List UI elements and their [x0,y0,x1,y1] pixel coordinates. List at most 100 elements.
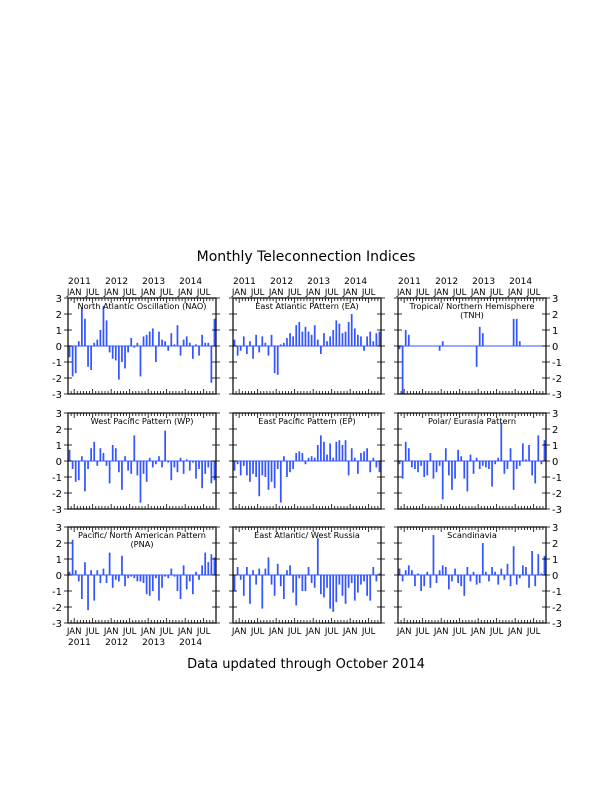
figure-title: Monthly Teleconnection Indices [197,249,416,265]
bar [347,575,350,588]
bar [491,461,493,487]
bar [528,575,530,588]
bar [512,318,515,346]
y-tick-label: 0 [56,342,62,353]
month-tick-label: JUL [489,627,504,637]
bar [90,448,92,461]
bar [357,334,359,346]
bar [491,567,493,575]
panel-title: Polar/ Eurasia Pattern [428,416,516,426]
bar [161,461,163,468]
bar [537,435,540,461]
bar [161,575,163,588]
bar [114,448,117,461]
bar [457,575,459,583]
bar [108,346,111,353]
y-tick-label: 2 [552,425,558,436]
y-tick-label: 1 [56,555,62,566]
y-tick-label: -2 [552,489,562,500]
year-tick-label: 2012 [435,277,458,287]
bar [366,575,368,596]
bar [182,565,185,575]
bar [353,575,356,601]
bar [503,575,506,580]
bar [335,320,338,346]
bar [201,334,203,346]
year-tick-label: 2012 [105,638,128,648]
bar [357,575,359,593]
month-tick-label: JUL [85,627,100,637]
bar [145,334,148,346]
y-tick-label: 0 [552,571,558,582]
bar [71,539,74,575]
y-tick-label: -1 [52,358,62,369]
bar [298,575,301,579]
bar [438,570,441,575]
bar [155,461,157,465]
bar [276,346,279,375]
bar [375,461,378,468]
bar [164,575,166,577]
bar [167,346,170,351]
bar [475,457,478,461]
bar [369,461,372,473]
bar [201,461,203,489]
bar [329,575,331,609]
bar [111,346,114,359]
bar [167,575,170,579]
bar [320,435,322,461]
bar [124,346,126,369]
bar [332,330,335,346]
y-tick-label: 2 [552,539,558,550]
bar [207,342,210,346]
bar [114,575,117,580]
bar [286,461,288,477]
bar [90,346,92,370]
y-tick-label: 3 [56,523,62,534]
bar [195,571,197,575]
bar [96,570,99,575]
bar [139,346,142,377]
bar [407,448,410,461]
bar [289,565,291,575]
month-tick-label: JAN [396,288,412,298]
bar [357,461,359,474]
bar [102,306,105,346]
bar [316,538,319,575]
y-tick-label: 3 [552,294,558,305]
bar [451,461,453,490]
bar [188,342,191,346]
bar [472,571,475,575]
month-tick-label: JAN [140,627,156,637]
bar [93,575,96,601]
bar [264,461,267,477]
bar [414,461,416,469]
bar [102,568,105,575]
bar [108,461,111,484]
year-tick-label: 2014 [179,277,202,287]
bar [295,575,298,606]
bar [350,448,353,461]
bar [525,459,527,461]
panel-6: 3 2 1 0 -1 -2 -3 Polar/ Eurasia Pattern [394,409,562,516]
bar [133,346,136,348]
bar [96,461,99,466]
panel-4: 3 2 1 0 -1 -2 -3 West Pacific Pattern (WP) [52,409,220,516]
panel-title: East Atlantic/ West Russia [254,530,360,540]
bar [301,331,304,346]
bar [435,461,438,473]
bar [481,543,484,575]
bar [310,575,313,583]
month-tick-label: JAN [433,288,449,298]
month-tick-label: JAN [396,627,412,637]
bar [295,453,298,461]
bar [283,342,285,346]
bar [500,422,503,461]
bar [522,443,524,461]
bar [292,336,294,346]
month-tick-label: JAN [177,288,193,298]
bar [534,461,537,484]
